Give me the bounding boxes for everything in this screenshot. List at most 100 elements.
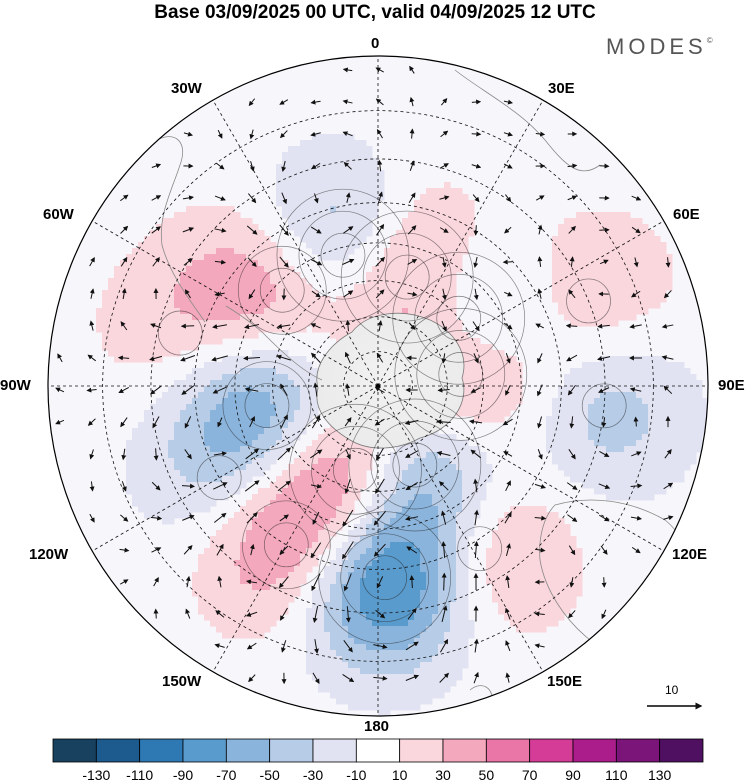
anomaly-cell <box>234 446 241 453</box>
anomaly-cell <box>276 392 283 399</box>
anomaly-cell <box>330 446 337 453</box>
anomaly-cell <box>516 518 523 525</box>
anomaly-cell <box>270 392 277 399</box>
anomaly-cell <box>696 410 703 417</box>
anomaly-cell <box>360 446 367 453</box>
anomaly-cell <box>222 278 229 285</box>
anomaly-cell <box>264 494 271 501</box>
anomaly-cell <box>324 152 331 159</box>
anomaly-cell <box>168 320 175 327</box>
anomaly-cell <box>210 422 217 429</box>
anomaly-cell <box>402 620 409 627</box>
anomaly-cell <box>684 416 691 423</box>
anomaly-cell <box>210 236 217 243</box>
anomaly-cell <box>378 182 385 189</box>
anomaly-cell <box>252 548 259 555</box>
anomaly-cell <box>636 242 643 249</box>
anomaly-cell <box>450 668 457 675</box>
anomaly-cell <box>498 554 505 561</box>
anomaly-cell <box>252 404 259 411</box>
anomaly-cell <box>450 188 457 195</box>
anomaly-cell <box>270 530 277 537</box>
anomaly-cell <box>330 650 337 657</box>
anomaly-cell <box>390 494 397 501</box>
anomaly-cell <box>378 536 385 543</box>
anomaly-cell <box>354 242 361 249</box>
anomaly-cell <box>414 200 421 207</box>
anomaly-cell <box>642 404 649 411</box>
anomaly-cell <box>594 290 601 297</box>
anomaly-cell <box>222 602 229 609</box>
anomaly-cell <box>342 500 349 507</box>
anomaly-cell <box>414 500 421 507</box>
anomaly-cell <box>342 326 349 333</box>
anomaly-cell <box>252 278 259 285</box>
anomaly-cell <box>360 518 367 525</box>
anomaly-cell <box>234 332 241 339</box>
anomaly-cell <box>228 266 235 273</box>
anomaly-cell <box>402 560 409 567</box>
anomaly-cell <box>228 398 235 405</box>
anomaly-cell <box>222 404 229 411</box>
anomaly-cell <box>480 458 487 465</box>
anomaly-cell <box>636 392 643 399</box>
anomaly-cell <box>366 644 373 651</box>
anomaly-cell <box>234 236 241 243</box>
anomaly-cell <box>450 500 457 507</box>
anomaly-cell <box>306 608 313 615</box>
anomaly-cell <box>126 350 133 357</box>
anomaly-cell <box>552 440 559 447</box>
anomaly-cell <box>402 272 409 279</box>
anomaly-cell <box>432 686 439 693</box>
anomaly-cell <box>666 368 673 375</box>
anomaly-cell <box>156 302 163 309</box>
anomaly-cell <box>240 482 247 489</box>
anomaly-cell <box>324 500 331 507</box>
anomaly-cell <box>510 602 517 609</box>
anomaly-cell <box>624 302 631 309</box>
anomaly-cell <box>534 554 541 561</box>
anomaly-cell <box>420 608 427 615</box>
anomaly-cell <box>282 530 289 537</box>
anomaly-cell <box>612 440 619 447</box>
anomaly-cell <box>354 176 361 183</box>
anomaly-cell <box>582 368 589 375</box>
anomaly-cell <box>576 554 583 561</box>
anomaly-cell <box>516 590 523 597</box>
anomaly-cell <box>306 668 313 675</box>
anomaly-cell <box>216 362 223 369</box>
anomaly-cell <box>600 308 607 315</box>
anomaly-cell <box>570 458 577 465</box>
anomaly-cell <box>324 536 331 543</box>
anomaly-cell <box>504 590 511 597</box>
anomaly-cell <box>240 284 247 291</box>
anomaly-cell <box>426 434 433 441</box>
anomaly-cell <box>600 284 607 291</box>
anomaly-cell <box>420 200 427 207</box>
anomaly-cell <box>168 446 175 453</box>
anomaly-cell <box>252 584 259 591</box>
anomaly-cell <box>108 320 115 327</box>
anomaly-cell <box>144 326 151 333</box>
anomaly-cell <box>684 368 691 375</box>
anomaly-cell <box>276 524 283 531</box>
anomaly-cell <box>384 548 391 555</box>
anomaly-cell <box>594 440 601 447</box>
anomaly-cell <box>666 362 673 369</box>
anomaly-cell <box>516 560 523 567</box>
anomaly-cell <box>672 470 679 477</box>
anomaly-cell <box>516 380 523 387</box>
anomaly-cell <box>588 446 595 453</box>
anomaly-cell <box>636 494 643 501</box>
anomaly-cell <box>492 578 499 585</box>
anomaly-cell <box>138 350 145 357</box>
anomaly-cell <box>192 476 199 483</box>
anomaly-cell <box>336 590 343 597</box>
anomaly-cell <box>588 308 595 315</box>
anomaly-cell <box>546 566 553 573</box>
anomaly-cell <box>444 506 451 513</box>
anomaly-cell <box>354 308 361 315</box>
anomaly-cell <box>654 410 661 417</box>
anomaly-cell <box>150 452 157 459</box>
anomaly-cell <box>132 290 139 297</box>
